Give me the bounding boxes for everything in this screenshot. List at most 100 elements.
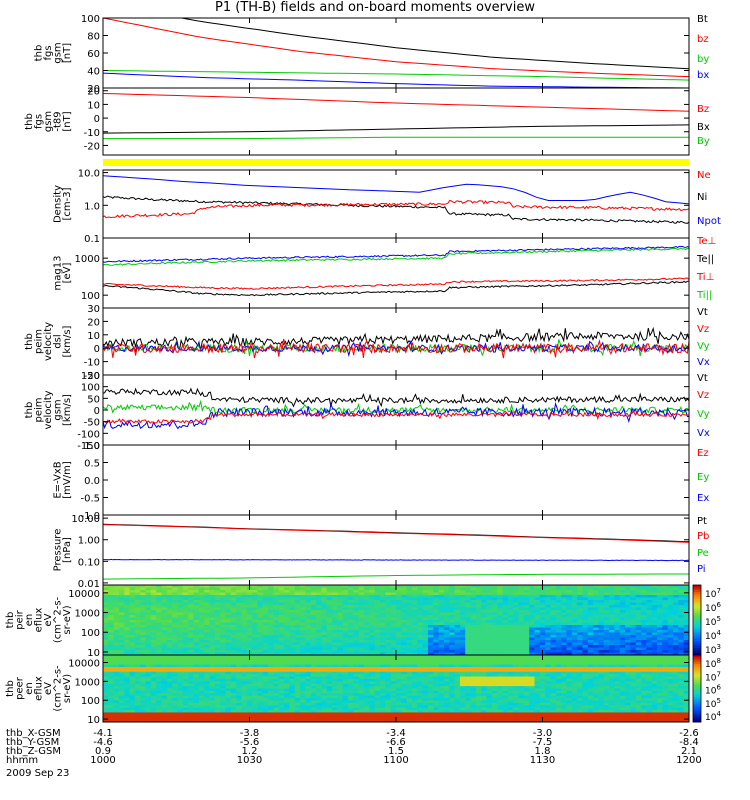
legend-entry: Ex (697, 493, 709, 504)
colorbar-tick-label: 107 (705, 587, 721, 600)
y-axis-label: thb (34, 45, 45, 62)
panel-4: 1000 100 mag13[eV] Te⊥ Te|| Ti⊥ Ti|| (53, 236, 716, 309)
ephemeris-value: 1200 (676, 755, 701, 766)
y-tick-label: 100 (81, 14, 100, 25)
spectrogram (103, 655, 689, 722)
y-tick-label: 0.5 (84, 459, 100, 470)
colorbar-tick-label: 105 (705, 615, 721, 628)
y-axis-label: [nT] (62, 43, 73, 63)
legend-entry: Pe (697, 548, 709, 559)
y-axis-label: thb (5, 680, 16, 697)
ephemeris-value: -5.6 (240, 737, 260, 748)
panel-frame (102, 237, 690, 309)
y-tick-label: -20 (84, 371, 100, 382)
y-tick-label: -50 (84, 418, 100, 429)
series-line-Npot (103, 175, 689, 205)
colorbar-tick-label: 106 (705, 601, 721, 614)
ephemeris-value: -3.8 (240, 728, 260, 739)
legend-entry: Bx (697, 122, 710, 133)
colorbar-tick-label: 106 (705, 684, 721, 697)
y-axis-label: eV (43, 682, 54, 695)
y-tick-label: 0.01 (78, 579, 100, 590)
y-axis-label: Pressure (53, 529, 64, 572)
series-line-Te⊥ (103, 277, 689, 290)
date-label: 2009 Sep 23 (6, 768, 69, 779)
y-axis-label: sr-eV) (62, 674, 73, 703)
legend-entry: Pi (697, 564, 706, 575)
legend-entry: Bt (697, 14, 708, 25)
y-tick-label: 1000 (75, 254, 100, 265)
panel-frame (102, 444, 690, 516)
y-axis-label: peim (34, 329, 45, 354)
y-axis-label: en (24, 682, 35, 695)
y-tick-label: -10 (84, 128, 100, 139)
colorbar-tick-label: 108 (705, 657, 721, 670)
series-line-Pb (103, 524, 689, 543)
time-axis-annotation: thb_X-GSM -4.1 -3.8 -3.4 -3.0 -2.6 thb_Y-GSM -4… (6, 728, 702, 779)
panel-3: 10.0 1.0 0.1 Density[cm-3] Ne Ni Npot (53, 169, 721, 245)
y-tick-label: 100 (81, 696, 100, 707)
y-axis-label: [mV/m] (62, 461, 73, 499)
y-tick-label: 0 (94, 406, 100, 417)
ephemeris-value: 1000 (90, 755, 115, 766)
y-axis-label: fgs (34, 114, 45, 129)
series-line-Vx (103, 401, 689, 430)
y-axis-label: thb (24, 333, 35, 350)
y-tick-label: -20 (84, 141, 100, 152)
spectrogram (103, 585, 689, 655)
y-tick-label: 20 (87, 87, 100, 98)
series-line-By (103, 136, 689, 140)
y-axis-label: sr-eV) (62, 605, 73, 634)
y-tick-label: 1000 (75, 677, 100, 688)
series-line-Vt (103, 387, 689, 408)
legend-entry: Vx (697, 357, 710, 368)
y-axis-label: [km/s] (62, 325, 73, 357)
series-line-by (103, 70, 689, 81)
ephemeris-value: 1.5 (388, 746, 404, 757)
colorbar-tick-label: 104 (705, 629, 721, 642)
legend-entry: Vz (697, 324, 709, 335)
ephemeris-value: 1030 (237, 755, 262, 766)
y-tick-label: 0.10 (78, 557, 100, 568)
series-line-bz (103, 18, 689, 78)
y-axis-label: [nT] (62, 111, 73, 131)
legend-entry: Vt (697, 307, 708, 318)
y-tick-label: 0 (94, 114, 100, 125)
y-tick-label: 10 (87, 100, 100, 111)
ephemeris-value: -8.4 (679, 737, 699, 748)
legend-entry: Ni (697, 192, 707, 203)
legend-entry: Te|| (696, 254, 714, 265)
ephemeris-value: -4.6 (93, 737, 113, 748)
series-line-Ti|| (103, 247, 689, 266)
y-tick-label: 20 (87, 317, 100, 328)
ephemeris-value: 1130 (530, 755, 555, 766)
series-line-Bz (103, 93, 689, 112)
ephemeris-row-label: thb_Y-GSM (6, 737, 59, 748)
y-tick-label: -10 (84, 358, 100, 369)
y-tick-label: 80 (87, 32, 100, 43)
y-axis-label: fgs (43, 45, 54, 60)
y-tick-label: 10 (87, 331, 100, 342)
y-tick-label: 60 (87, 49, 100, 60)
panel-7: 1.0 0.5 0.0 -0.5 -1.0 E=-VxB[mV/m] Ez Ey Ex (53, 441, 710, 522)
series-line-Bt (179, 18, 689, 70)
y-axis-label: Density (53, 185, 64, 223)
y-axis-label: eV (43, 613, 54, 626)
plot-title: P1 (TH-B) fields and on-board moments ov… (215, 0, 535, 15)
y-axis-label: thb (5, 612, 16, 629)
legend-entry: by (697, 54, 709, 65)
y-tick-label: 100 (81, 291, 100, 302)
ephemeris-row-label: thb_Z-GSM (6, 746, 61, 757)
ephemeris-value: -3.4 (386, 728, 406, 739)
series-line-Te|| (103, 280, 689, 297)
y-tick-label: 10000 (68, 589, 100, 600)
legend-entry: Vz (697, 390, 709, 401)
y-tick-label: 10.0 (78, 169, 100, 180)
legend-entry: Te⊥ (696, 236, 716, 247)
legend-entry: bx (697, 70, 709, 81)
y-axis-label: -t89 (53, 111, 64, 131)
